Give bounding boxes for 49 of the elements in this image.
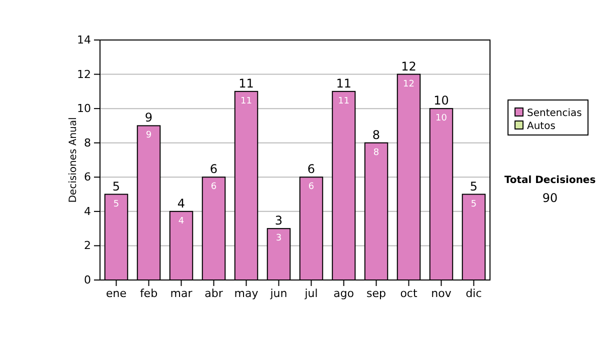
- data-label: 6: [308, 182, 314, 192]
- x-tick-label: abr: [204, 286, 224, 300]
- data-label: 9: [146, 130, 152, 141]
- y-tick-label: 8: [84, 136, 91, 150]
- x-tick-label: ago: [334, 286, 354, 300]
- y-tick-label: 12: [77, 68, 91, 81]
- y-tick-label: 6: [84, 170, 91, 184]
- x-tick-label: nov: [431, 286, 452, 300]
- data-label: 12: [403, 79, 414, 90]
- data-label: 6: [210, 182, 217, 192]
- total-label: 4: [177, 196, 186, 210]
- data-label: 4: [178, 216, 184, 226]
- total-label: 8: [372, 128, 380, 142]
- x-tick-label: ene: [106, 286, 127, 300]
- x-tick-label: dic: [466, 286, 482, 300]
- y-axis-title: Decisiones Anual: [68, 117, 79, 203]
- total-label: 6: [210, 162, 218, 176]
- x-tick-label: may: [234, 286, 259, 300]
- total-label: 5: [112, 179, 120, 194]
- data-label: 5: [113, 199, 120, 210]
- x-tick-label: oct: [400, 286, 418, 300]
- y-tick-label: 10: [77, 102, 91, 116]
- data-label: 11: [338, 96, 350, 106]
- legend-label: Autos: [527, 121, 556, 132]
- total-label: 11: [238, 76, 254, 90]
- total-label: 11: [336, 76, 352, 90]
- data-label: 10: [436, 114, 448, 124]
- total-label: 6: [307, 162, 316, 176]
- x-tick-label: mar: [170, 286, 193, 300]
- y-tick-label: 14: [77, 34, 91, 47]
- x-tick-label: feb: [140, 286, 158, 300]
- total-label: 5: [470, 179, 478, 194]
- total-label: 10: [434, 94, 449, 108]
- data-label: 5: [470, 199, 477, 210]
- x-tick-label: jun: [269, 286, 288, 300]
- x-tick-label: sep: [366, 286, 386, 300]
- data-label: 8: [373, 148, 380, 158]
- x-tick-label: jul: [304, 286, 318, 300]
- total-label: 12: [401, 59, 416, 74]
- y-tick-label: 2: [84, 239, 91, 252]
- y-tick-label: 4: [84, 204, 91, 218]
- text: Total Decisiones: [504, 175, 596, 186]
- data-label: 3: [276, 234, 282, 244]
- legend-label: Sentencias: [527, 108, 582, 119]
- data-label: 11: [240, 96, 252, 106]
- total-label: 3: [274, 214, 283, 228]
- y-tick-label: 0: [84, 274, 91, 287]
- text: 90: [542, 191, 558, 205]
- total-label: 9: [144, 110, 153, 125]
